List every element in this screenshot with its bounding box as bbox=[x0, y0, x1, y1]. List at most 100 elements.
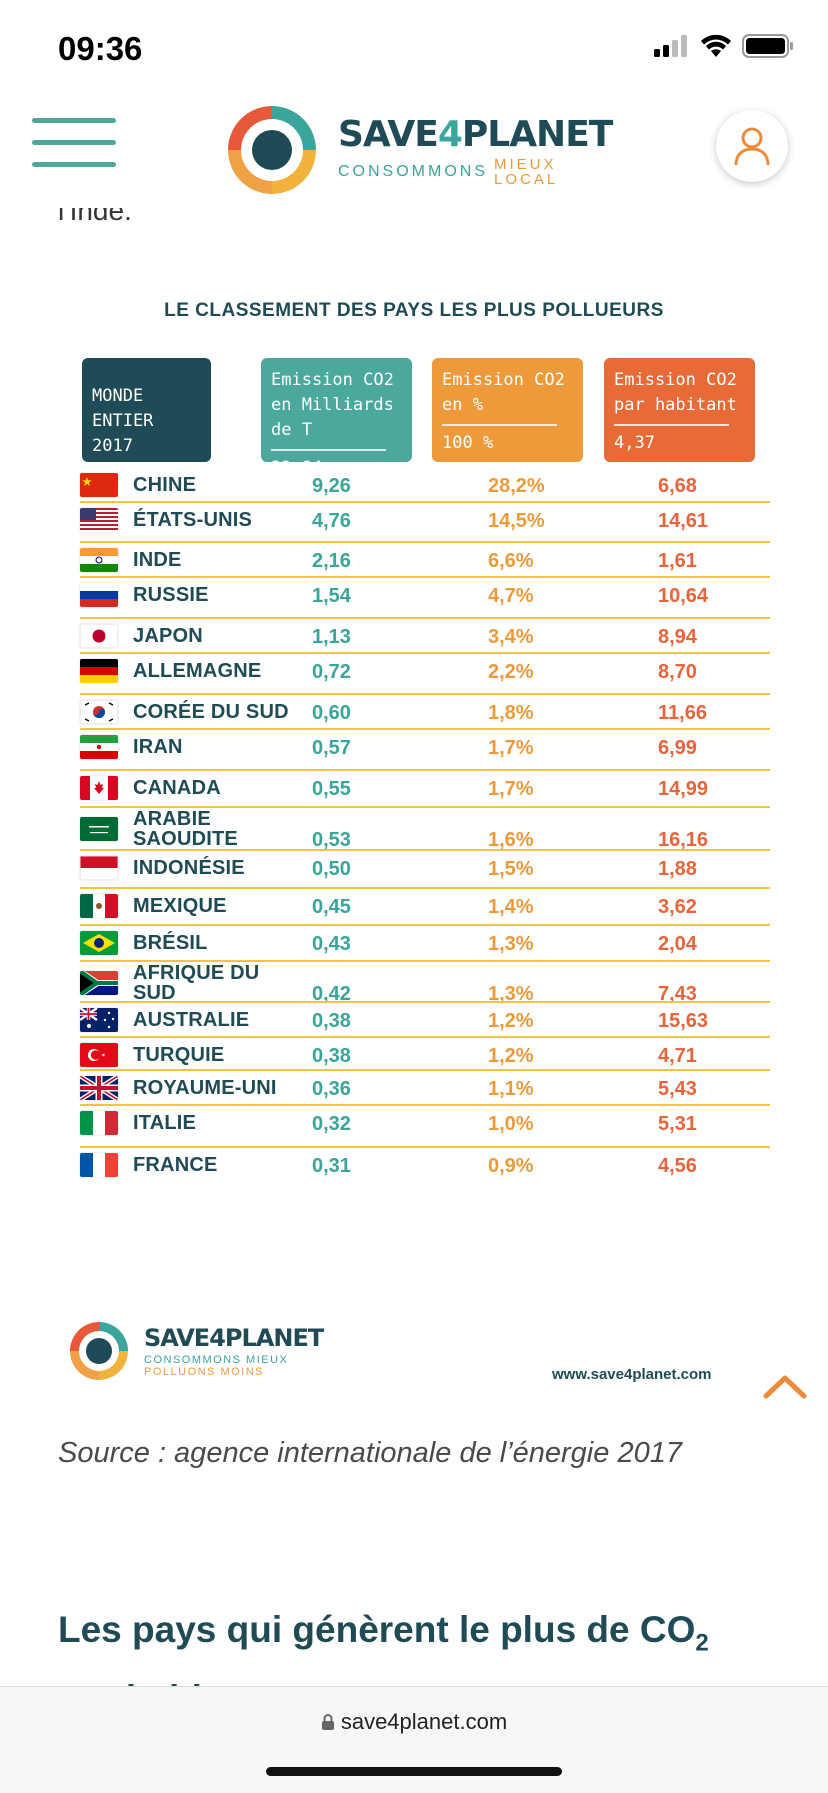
emission-value: 0,32 bbox=[312, 1113, 351, 1135]
emission-value: 0,36 bbox=[312, 1078, 351, 1100]
row-divider bbox=[80, 652, 770, 654]
percent-value: 1,2% bbox=[488, 1045, 534, 1067]
infographic-title: LE CLASSEMENT DES PAYS LES PLUS POLLUEUR… bbox=[164, 300, 664, 321]
country-name: MEXIQUE bbox=[133, 895, 227, 917]
country-name: CANADA bbox=[133, 777, 221, 799]
emission-value: 0,55 bbox=[312, 778, 351, 800]
row-divider bbox=[80, 1001, 770, 1003]
za-flag-icon bbox=[80, 971, 118, 995]
country-name: INDE bbox=[133, 549, 182, 571]
ru-flag-icon bbox=[80, 583, 118, 607]
source-caption: Source : agence internationale de l’éner… bbox=[58, 1437, 682, 1469]
country-name: BRÉSIL bbox=[133, 932, 208, 954]
emission-value: 0,50 bbox=[312, 858, 351, 880]
emission-value: 0,45 bbox=[312, 896, 351, 918]
us-flag-icon bbox=[80, 508, 118, 532]
battery-icon bbox=[742, 34, 793, 58]
jp-flag-icon bbox=[80, 624, 118, 648]
country-name: IRAN bbox=[133, 736, 183, 758]
row-divider bbox=[80, 1146, 770, 1148]
scroll-to-top-button[interactable] bbox=[762, 1372, 808, 1407]
tr-flag-icon bbox=[80, 1043, 118, 1067]
per-capita-value: 2,04 bbox=[658, 933, 697, 955]
emission-value: 0,72 bbox=[312, 661, 351, 683]
per-capita-value: 1,61 bbox=[658, 550, 697, 572]
per-capita-value: 5,43 bbox=[658, 1078, 697, 1100]
status-time: 09:36 bbox=[58, 30, 143, 67]
emission-value: 9,26 bbox=[312, 475, 351, 497]
percent-value: 28,2% bbox=[488, 475, 545, 497]
emission-value: 0,42 bbox=[312, 983, 351, 1005]
sa-flag-icon bbox=[80, 817, 118, 841]
emission-value: 0,31 bbox=[312, 1155, 351, 1177]
column-header-percent: Emission CO2 en % 100 % bbox=[432, 358, 583, 462]
row-divider bbox=[80, 693, 770, 695]
percent-value: 1,3% bbox=[488, 933, 534, 955]
status-icons bbox=[654, 34, 794, 58]
per-capita-value: 5,31 bbox=[658, 1113, 697, 1135]
user-account-button[interactable] bbox=[716, 110, 788, 182]
country-name: TURQUIE bbox=[133, 1044, 225, 1066]
site-header: SAVE4PLANET CONSOMMONS MIEUX LOCAL bbox=[0, 96, 828, 208]
percent-value: 14,5% bbox=[488, 510, 545, 532]
country-name: ALLEMAGNE bbox=[133, 660, 262, 682]
infographic-footer-url: www.save4planet.com bbox=[552, 1366, 712, 1383]
row-divider bbox=[80, 617, 770, 619]
per-capita-value: 11,66 bbox=[658, 702, 707, 724]
emission-value: 1,13 bbox=[312, 626, 351, 648]
percent-value: 4,7% bbox=[488, 585, 534, 607]
row-divider bbox=[80, 1036, 770, 1038]
site-logo[interactable]: SAVE4PLANET CONSOMMONS MIEUX LOCAL bbox=[228, 106, 613, 194]
address-bar-url: save4planet.com bbox=[340, 1709, 508, 1734]
country-name: CHINE bbox=[133, 474, 197, 496]
browser-bottom-bar: save4planet.com bbox=[0, 1686, 828, 1793]
per-capita-value: 14,61 bbox=[658, 510, 709, 532]
emission-value: 0,38 bbox=[312, 1010, 351, 1032]
address-bar[interactable]: save4planet.com bbox=[0, 1709, 828, 1735]
infographic-footer-logo: SAVE4PLANET CONSOMMONS MIEUX POLLUONS MO… bbox=[70, 1322, 324, 1380]
emission-value: 0,38 bbox=[312, 1045, 351, 1067]
column-header-emission: Emission CO2 en Milliards de T 32,84 bbox=[261, 358, 412, 478]
percent-value: 1,7% bbox=[488, 737, 534, 759]
percent-value: 3,4% bbox=[488, 626, 534, 648]
percent-value: 1,4% bbox=[488, 896, 534, 918]
row-divider bbox=[80, 501, 770, 503]
logo-tagline: CONSOMMONS MIEUX LOCAL bbox=[338, 155, 559, 188]
gb-flag-icon bbox=[80, 1076, 118, 1100]
ir-flag-icon bbox=[80, 735, 118, 759]
country-name: AFRIQUE DU SUD bbox=[133, 962, 260, 1004]
per-capita-value: 1,88 bbox=[658, 858, 697, 880]
percent-value: 1,1% bbox=[488, 1078, 534, 1100]
percent-value: 2,2% bbox=[488, 661, 534, 683]
au-flag-icon bbox=[80, 1008, 118, 1032]
footer-logo-title: SAVE4PLANET bbox=[144, 1324, 324, 1352]
mx-flag-icon bbox=[80, 894, 118, 918]
emission-value: 0,43 bbox=[312, 933, 351, 955]
br-flag-icon bbox=[80, 931, 118, 955]
country-name: ÉTATS-UNIS bbox=[133, 509, 253, 531]
row-divider bbox=[80, 806, 770, 808]
country-name: AUSTRALIE bbox=[133, 1009, 250, 1031]
kr-flag-icon bbox=[80, 700, 118, 724]
country-name: ARABIE SAOUDITE bbox=[133, 808, 238, 850]
logo-emblem-icon bbox=[228, 106, 316, 194]
row-divider bbox=[80, 576, 770, 578]
id-flag-icon bbox=[80, 856, 118, 880]
footer-logo-emblem-icon bbox=[70, 1322, 128, 1380]
in-flag-icon bbox=[80, 548, 118, 572]
per-capita-value: 15,63 bbox=[658, 1010, 709, 1032]
footer-logo-sub1: CONSOMMONS MIEUX bbox=[144, 1354, 289, 1366]
per-capita-value: 3,62 bbox=[658, 896, 697, 918]
country-name: CORÉE DU SUD bbox=[133, 701, 289, 723]
home-indicator[interactable] bbox=[266, 1767, 562, 1776]
per-capita-value: 8,94 bbox=[658, 626, 697, 648]
percent-value: 1,7% bbox=[488, 778, 534, 800]
hamburger-menu-icon[interactable] bbox=[32, 118, 116, 168]
logo-title: SAVE4PLANET bbox=[338, 113, 613, 155]
fr-flag-icon bbox=[80, 1153, 118, 1177]
emission-value: 2,16 bbox=[312, 550, 351, 572]
cn-flag-icon bbox=[80, 473, 118, 497]
percent-value: 1,8% bbox=[488, 702, 534, 724]
country-name: FRANCE bbox=[133, 1154, 218, 1176]
per-capita-value: 10,64 bbox=[658, 585, 709, 607]
